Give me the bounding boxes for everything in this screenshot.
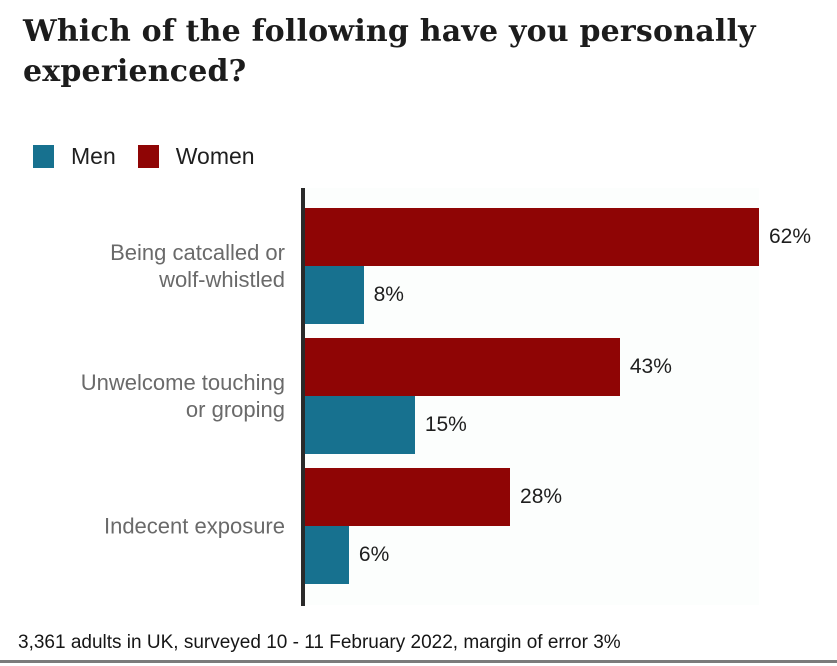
men-bar — [305, 266, 364, 324]
category-label: Being catcalled or wolf-whistled — [110, 240, 285, 292]
men-value-label: 6% — [358, 543, 390, 566]
men-value-label: 15% — [424, 413, 467, 436]
women-value-label: 62% — [769, 225, 812, 248]
chart-title: Which of the following have you personal… — [23, 14, 756, 89]
women-bar — [305, 338, 620, 396]
bar-group: Indecent exposure 28% 6% — [104, 468, 759, 584]
legend: Men Women — [33, 143, 255, 170]
men-bar-row: 8% — [305, 266, 759, 324]
men-bar-row: 15% — [305, 396, 759, 454]
legend-item-women: Women — [137, 143, 255, 170]
legend-label-men: Men — [71, 143, 116, 169]
category-label: Unwelcome touching or groping — [80, 370, 285, 422]
women-value-label: 28% — [520, 485, 563, 508]
women-bar — [305, 468, 511, 526]
men-bar-row: 6% — [305, 526, 759, 584]
men-bar — [305, 396, 415, 454]
women-bar-row: 43% — [305, 338, 759, 396]
men-value-label: 8% — [373, 283, 404, 306]
legend-label-women: Women — [175, 143, 255, 169]
bar-group: Being catcalled or wolf-whistled 62% 8% — [110, 208, 811, 324]
y-axis-line — [301, 188, 305, 606]
source-note: 3,361 adults in UK, surveyed 10 - 11 Feb… — [18, 632, 621, 653]
women-bar-row: 62% — [305, 208, 811, 266]
women-bar — [305, 208, 759, 266]
women-value-label: 43% — [629, 355, 672, 378]
plot-area: Being catcalled or wolf-whistled 62% 8% … — [81, 188, 811, 605]
bar-group: Unwelcome touching or groping 43% 15% — [81, 338, 759, 454]
men-color-swatch-icon — [33, 145, 54, 168]
category-label: Indecent exposure — [103, 513, 285, 539]
women-bar-row: 28% — [305, 468, 759, 526]
men-bar — [305, 526, 349, 584]
women-color-swatch-icon — [137, 145, 159, 168]
bottom-divider — [0, 660, 837, 663]
legend-item-men: Men — [33, 143, 116, 170]
